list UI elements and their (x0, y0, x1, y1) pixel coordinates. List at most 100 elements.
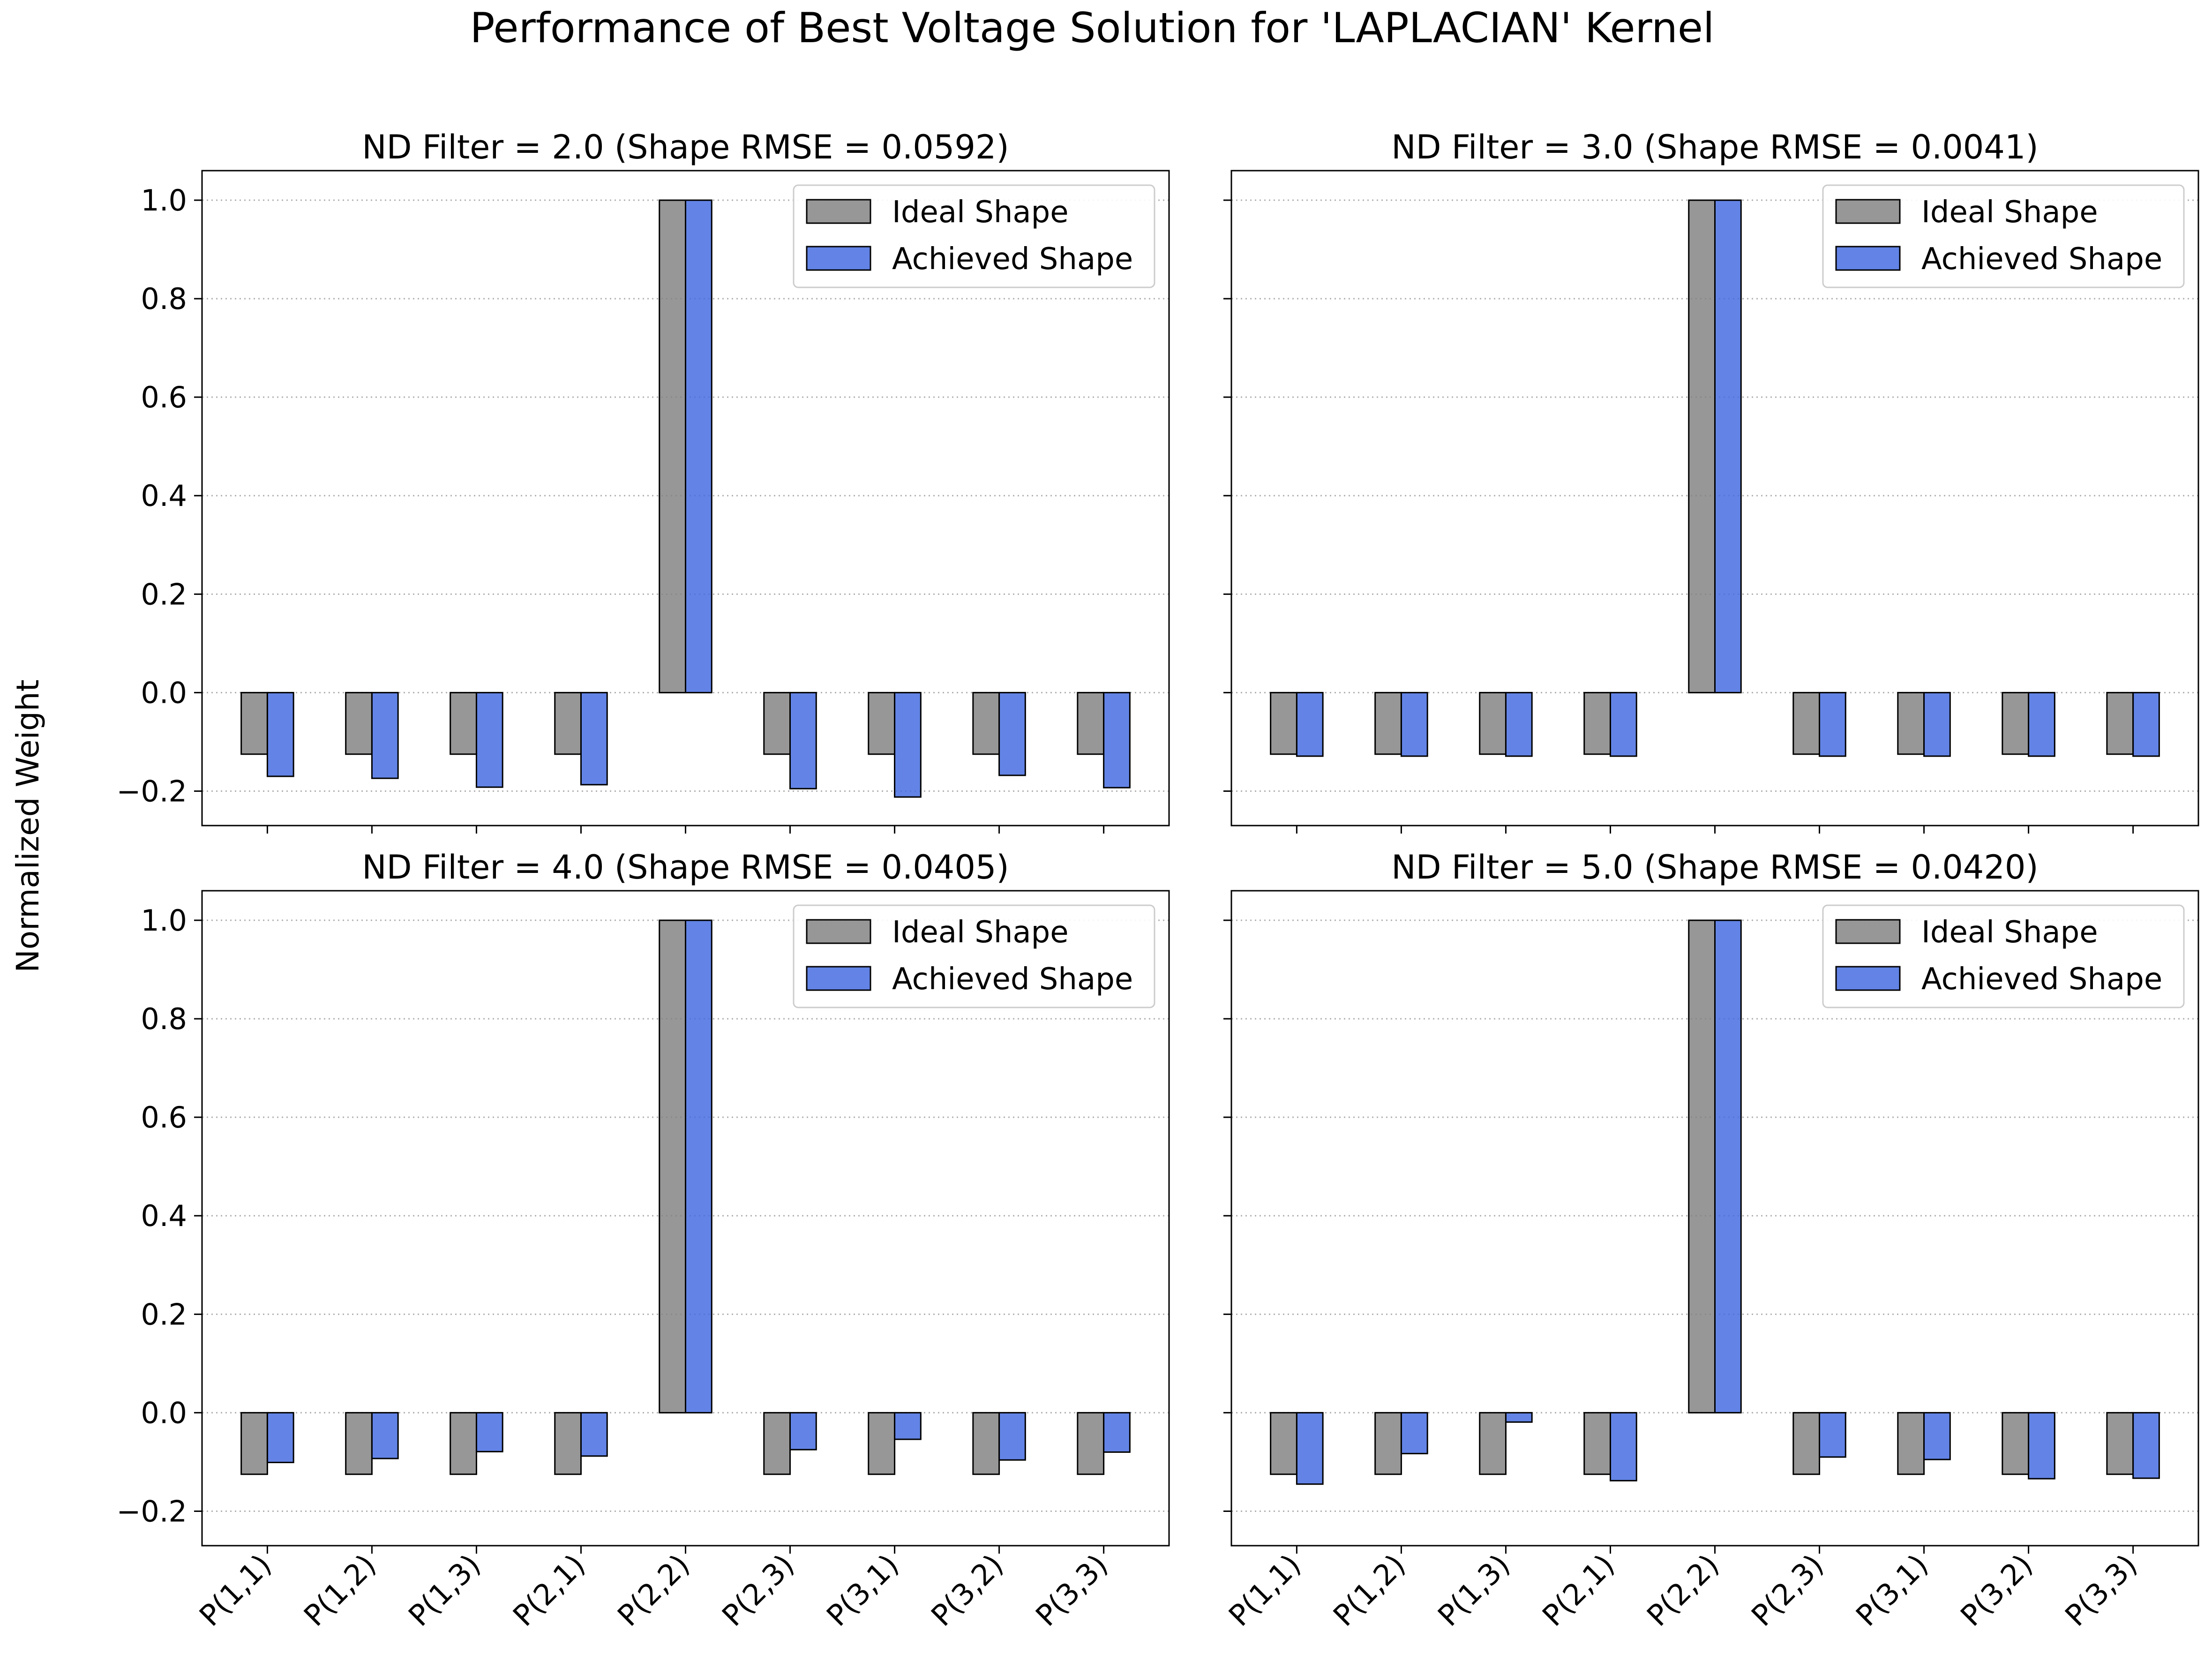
x-tick-label: P(3,2) (1954, 1548, 2039, 1633)
legend-swatch (806, 246, 871, 271)
legend: Ideal Shape Achieved Shape (793, 184, 1155, 288)
achieved-bar-P(1,1) (266, 1412, 294, 1463)
ideal-bar-P(3,3) (1077, 691, 1105, 755)
x-tick-label: P(2,2) (611, 1548, 696, 1633)
legend-swatch (1835, 919, 1901, 944)
legend-box (793, 184, 1155, 288)
achieved-bar-P(2,2) (1714, 919, 1742, 1413)
achieved-bar-P(1,3) (1505, 691, 1533, 757)
ideal-bar-P(3,1) (868, 1412, 896, 1475)
y-tick-label: 0.4 (141, 1199, 187, 1233)
ideal-bar-P(3,2) (2002, 1412, 2030, 1475)
ideal-bar-P(3,1) (1897, 1412, 1925, 1475)
ideal-bar-P(1,3) (450, 1412, 477, 1475)
legend-label: Ideal Shape (1921, 915, 2098, 950)
ideal-bar-P(1,2) (1374, 1412, 1402, 1475)
achieved-bar-P(3,2) (2028, 691, 2055, 757)
ideal-bar-P(2,3) (1792, 1412, 1821, 1475)
ideal-bar-P(3,3) (1077, 1412, 1105, 1475)
y-tick-label: 0.8 (141, 1002, 187, 1036)
achieved-bar-P(1,1) (1296, 691, 1324, 757)
y-tick-label: 1.0 (141, 183, 187, 218)
achieved-bar-P(3,3) (1103, 691, 1131, 789)
ideal-bar-P(2,2) (659, 199, 687, 693)
ideal-bar-P(2,2) (1688, 919, 1716, 1413)
ideal-bar-P(2,2) (659, 919, 687, 1413)
achieved-bar-P(1,2) (371, 691, 399, 779)
ideal-bar-P(2,2) (1688, 199, 1716, 693)
subplot-grid: −0.2 0.0 0.2 0.4 0.6 0.8 1.0 ND Filter = 2.0 (S… (116, 128, 2199, 1633)
achieved-bar-P(3,1) (1923, 1412, 1951, 1460)
legend-swatch (1835, 246, 1901, 271)
legend: Ideal Shape Achieved Shape (1822, 184, 2185, 288)
legend-label: Achieved Shape (1921, 242, 2162, 277)
achieved-bar-P(2,2) (685, 199, 712, 693)
legend-swatch (806, 966, 871, 991)
ideal-bar-P(2,1) (554, 1412, 582, 1475)
y-tick-label: −0.2 (116, 774, 187, 808)
legend-label: Achieved Shape (892, 242, 1133, 277)
achieved-bar-P(1,3) (1505, 1412, 1533, 1423)
legend-label: Achieved Shape (1921, 962, 2162, 997)
legend-label: Ideal Shape (1921, 195, 2098, 230)
subplot-title: ND Filter = 2.0 (Shape RMSE = 0.0592) (362, 128, 1009, 166)
subplot-3: −0.2 0.0 0.2 0.4 0.6 0.8 1.0 P(1,1) P(1,2) P(1,3)… (116, 848, 1170, 1633)
achieved-bar-P(1,1) (266, 691, 294, 777)
y-tick-label: 1.0 (141, 903, 187, 938)
ideal-bar-P(3,3) (2106, 1412, 2134, 1475)
legend-swatch (1835, 199, 1901, 224)
achieved-bar-P(2,3) (789, 1412, 817, 1451)
legend-label: Achieved Shape (892, 962, 1133, 997)
x-tick-label: P(2,2) (1640, 1548, 1725, 1633)
y-axis-label: Normalized Weight (10, 679, 46, 972)
legend-label: Ideal Shape (892, 195, 1069, 230)
achieved-bar-P(3,2) (998, 691, 1026, 776)
ideal-bar-P(1,3) (450, 691, 477, 755)
achieved-bar-P(2,3) (1819, 691, 1846, 757)
x-tick-label: P(3,1) (1849, 1548, 1935, 1633)
ideal-bar-P(3,1) (1897, 691, 1925, 755)
y-tick-label: 0.2 (141, 1297, 187, 1331)
y-tick-label: 0.8 (141, 282, 187, 316)
achieved-bar-P(2,1) (1609, 691, 1637, 757)
achieved-bar-P(2,1) (580, 691, 608, 786)
x-tick-label: P(1,3) (1431, 1548, 1516, 1633)
y-tick-label: 0.0 (141, 676, 187, 710)
subplot-title: ND Filter = 3.0 (Shape RMSE = 0.0041) (1391, 128, 2038, 166)
achieved-bar-P(3,2) (2028, 1412, 2055, 1480)
subplot-2: ND Filter = 3.0 (Shape RMSE = 0.0041) Ide… (1223, 128, 2199, 834)
x-tick-label: P(1,2) (297, 1548, 382, 1633)
x-tick-label: P(3,1) (820, 1548, 905, 1633)
legend: Ideal Shape Achieved Shape (793, 904, 1155, 1008)
legend-swatch (1835, 966, 1901, 991)
achieved-bar-P(3,1) (1923, 691, 1951, 757)
legend-box (1822, 184, 2185, 288)
achieved-bar-P(3,1) (894, 691, 922, 798)
ideal-bar-P(2,3) (763, 691, 791, 755)
ideal-bar-P(2,1) (1583, 691, 1611, 755)
x-tick-label: P(3,3) (2058, 1548, 2144, 1633)
ideal-bar-P(3,1) (868, 691, 896, 755)
achieved-bar-P(2,3) (1819, 1412, 1846, 1458)
achieved-bar-P(1,2) (1400, 691, 1428, 757)
ideal-bar-P(2,3) (1792, 691, 1821, 755)
achieved-bar-P(2,1) (1609, 1412, 1637, 1481)
subplot-4: P(1,1) P(1,2) P(1,3) P(2,1) P(2,2) P(2,3) P(3,… (1222, 848, 2199, 1633)
legend-label: Ideal Shape (892, 915, 1069, 950)
achieved-bar-P(1,2) (371, 1412, 399, 1459)
y-tick-label: 0.0 (141, 1396, 187, 1430)
ideal-bar-P(1,1) (240, 1412, 268, 1475)
y-tick-label: 0.6 (141, 380, 187, 414)
ideal-bar-P(1,2) (1374, 691, 1402, 755)
subplot-title: ND Filter = 5.0 (Shape RMSE = 0.0420) (1391, 848, 2038, 887)
y-tick-label: 0.4 (141, 479, 187, 513)
legend-box (793, 904, 1155, 1008)
ideal-bar-P(2,1) (1583, 1412, 1611, 1475)
ideal-bar-P(1,1) (1270, 1412, 1297, 1475)
ideal-bar-P(2,1) (554, 691, 582, 755)
ideal-bar-P(1,2) (345, 691, 373, 755)
achieved-bar-P(2,1) (580, 1412, 608, 1457)
achieved-bar-P(2,2) (1714, 199, 1742, 693)
legend-swatch (806, 199, 871, 224)
legend: Ideal Shape Achieved Shape (1822, 904, 2185, 1008)
